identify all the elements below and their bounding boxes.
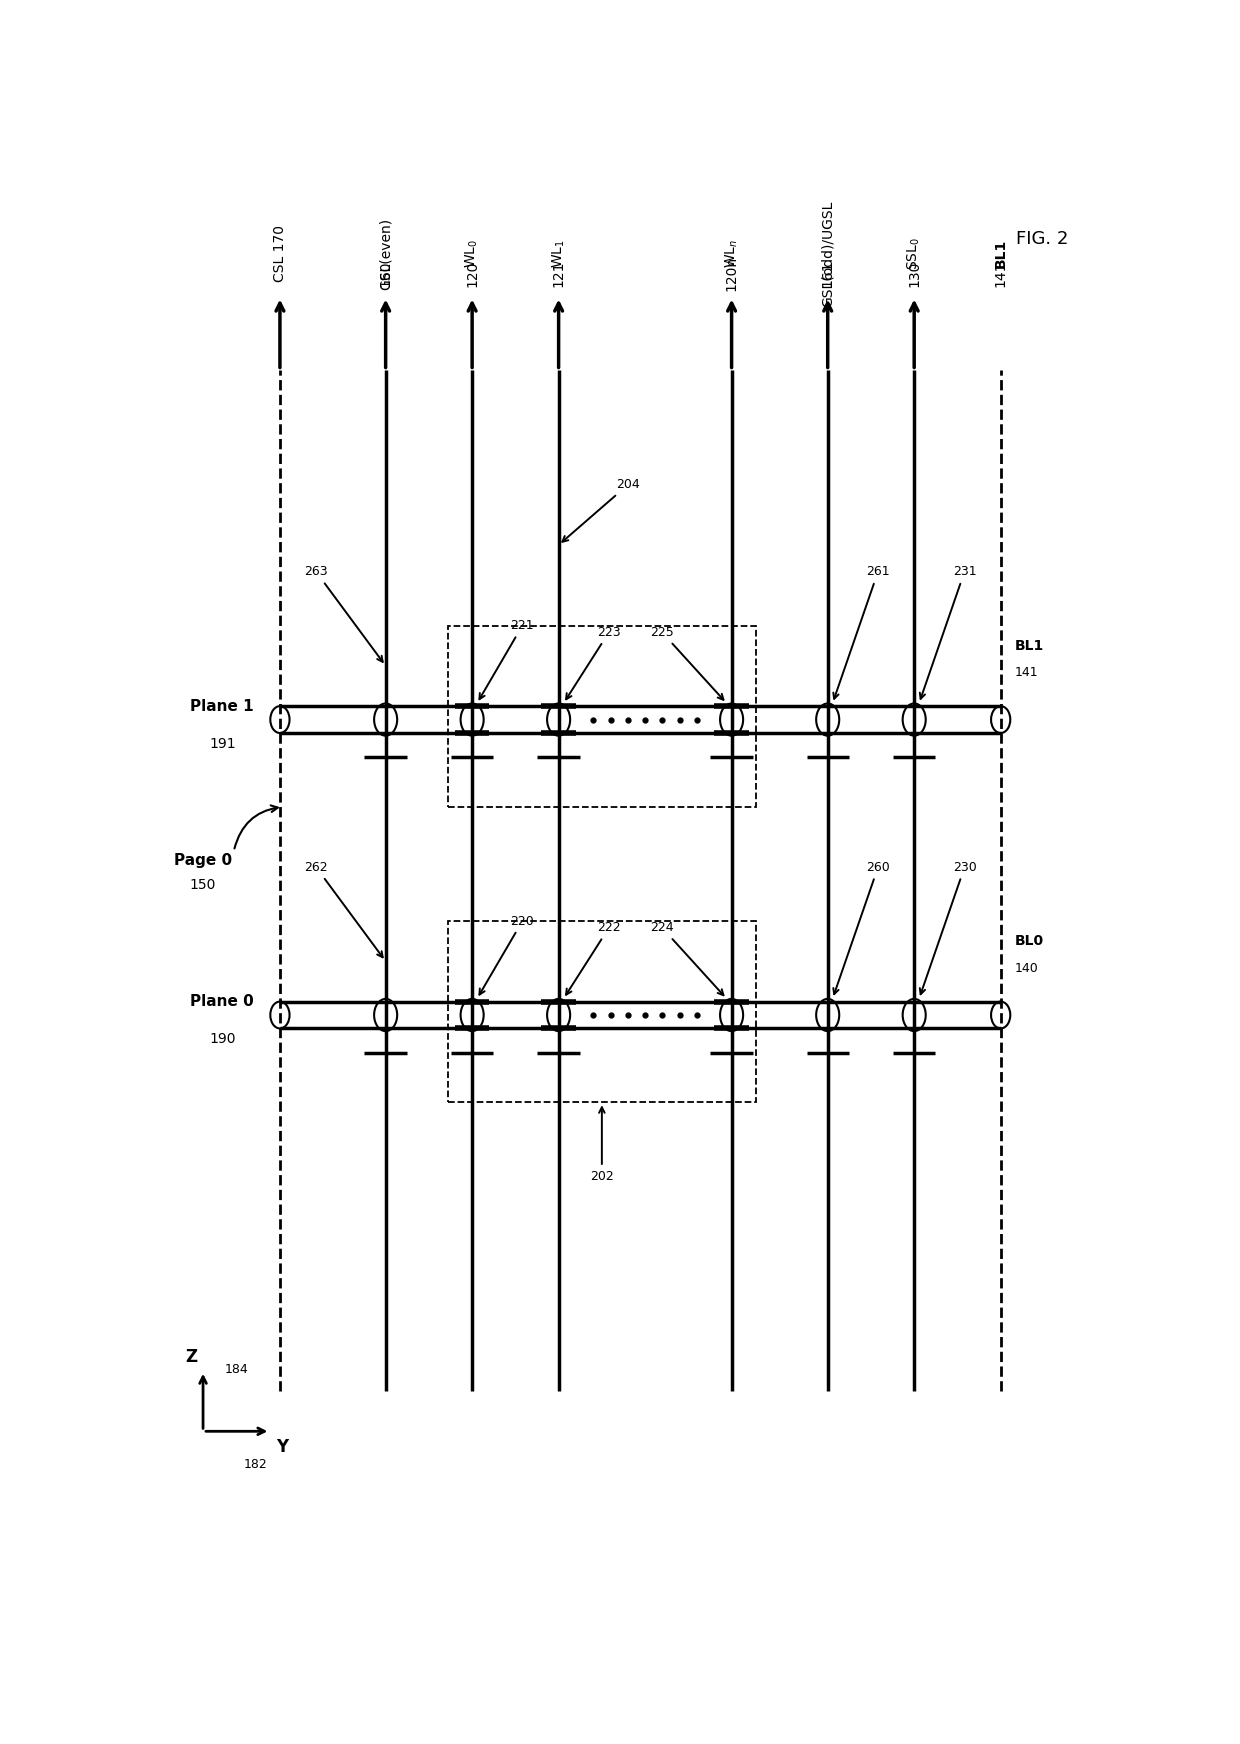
Text: Plane 1: Plane 1 [191, 699, 254, 713]
Text: 224: 224 [650, 921, 723, 996]
Text: 202: 202 [590, 1107, 614, 1182]
Text: GSL(even): GSL(even) [378, 218, 393, 290]
Text: 140: 140 [1016, 961, 1039, 975]
Text: CSL 170: CSL 170 [273, 225, 286, 283]
Text: BL1: BL1 [1016, 638, 1044, 652]
Text: 222: 222 [567, 921, 621, 994]
Bar [448, 921, 755, 1102]
Text: Y: Y [275, 1439, 288, 1456]
Text: 150: 150 [190, 877, 216, 891]
Text: 263: 263 [304, 565, 383, 663]
Text: WL$_1$: WL$_1$ [551, 239, 567, 269]
Text: 230: 230 [920, 862, 976, 994]
Text: WL$_0$: WL$_0$ [464, 239, 480, 269]
Text: 160: 160 [378, 260, 393, 288]
Text: 184: 184 [224, 1364, 248, 1376]
Text: SSL$_0$: SSL$_0$ [906, 237, 923, 270]
Bar [448, 626, 755, 807]
Text: 182: 182 [244, 1458, 268, 1472]
Text: GSL(odd)/UGSL: GSL(odd)/UGSL [821, 201, 835, 307]
Text: 221: 221 [480, 619, 534, 699]
Text: Plane 0: Plane 0 [191, 994, 254, 1010]
Text: BL0: BL0 [1016, 935, 1044, 949]
Text: 190: 190 [210, 1032, 236, 1046]
FancyArrowPatch shape [234, 806, 278, 849]
Text: 231: 231 [920, 565, 976, 699]
Text: 262: 262 [304, 862, 383, 957]
Text: 204: 204 [563, 478, 640, 542]
Text: 141: 141 [1016, 666, 1039, 678]
Text: 141: 141 [993, 260, 1008, 288]
Text: BL1: BL1 [993, 239, 1008, 269]
Text: 225: 225 [650, 626, 723, 699]
Text: FIG. 2: FIG. 2 [1016, 230, 1068, 248]
Text: 223: 223 [567, 626, 621, 699]
Text: Page 0: Page 0 [174, 853, 232, 869]
Text: 120: 120 [465, 260, 479, 288]
Text: 260: 260 [833, 862, 890, 994]
Text: WL$_n$: WL$_n$ [723, 239, 740, 269]
Text: Z: Z [186, 1348, 197, 1367]
Text: 220: 220 [480, 914, 534, 994]
Text: 161: 161 [821, 260, 835, 288]
Text: 130: 130 [908, 260, 921, 288]
Text: 191: 191 [210, 736, 236, 750]
Text: 121: 121 [552, 260, 565, 288]
Text: 261: 261 [833, 565, 890, 699]
Text: 120n: 120n [724, 256, 739, 291]
